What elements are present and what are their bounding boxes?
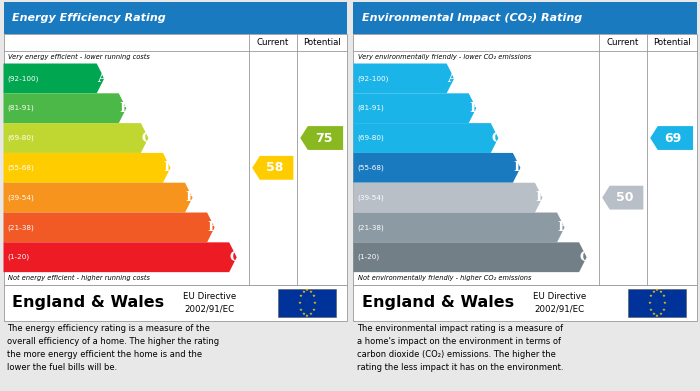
Polygon shape <box>252 156 293 180</box>
Polygon shape <box>354 153 520 183</box>
Text: (55-68): (55-68) <box>8 165 34 171</box>
Text: B: B <box>470 102 481 115</box>
Text: (69-80): (69-80) <box>8 135 34 141</box>
Text: A: A <box>447 72 458 85</box>
Text: Potential: Potential <box>653 38 690 47</box>
Text: ★: ★ <box>651 312 655 316</box>
Text: The energy efficiency rating is a measure of the
overall efficiency of a home. T: The energy efficiency rating is a measur… <box>7 325 219 372</box>
Text: C: C <box>491 131 502 145</box>
Bar <box>4 285 346 321</box>
Text: C: C <box>141 131 152 145</box>
Polygon shape <box>4 153 171 183</box>
Text: ★: ★ <box>663 301 666 305</box>
Text: ★: ★ <box>305 314 309 318</box>
Bar <box>4 34 346 285</box>
Text: E: E <box>536 191 545 204</box>
Text: ★: ★ <box>662 307 666 312</box>
Text: ★: ★ <box>651 289 655 294</box>
Text: ★: ★ <box>313 301 316 305</box>
Text: (81-91): (81-91) <box>358 105 384 111</box>
Polygon shape <box>354 213 565 242</box>
Text: EU Directive
2002/91/EC: EU Directive 2002/91/EC <box>533 292 586 314</box>
Polygon shape <box>354 183 542 213</box>
Polygon shape <box>602 186 643 210</box>
Text: ★: ★ <box>309 312 313 316</box>
Text: (55-68): (55-68) <box>358 165 384 171</box>
Text: Current: Current <box>607 38 639 47</box>
Text: ★: ★ <box>298 301 302 305</box>
Text: (21-38): (21-38) <box>358 224 384 231</box>
Text: ★: ★ <box>655 288 659 292</box>
Text: ★: ★ <box>305 288 309 292</box>
Text: ★: ★ <box>302 312 305 316</box>
Text: England & Wales: England & Wales <box>362 296 514 310</box>
Polygon shape <box>4 183 192 213</box>
Bar <box>278 289 336 317</box>
Text: EU Directive
2002/91/EC: EU Directive 2002/91/EC <box>183 292 236 314</box>
Text: ★: ★ <box>309 289 313 294</box>
Text: Energy Efficiency Rating: Energy Efficiency Rating <box>12 13 166 23</box>
Polygon shape <box>354 123 498 153</box>
Text: Potential: Potential <box>303 38 341 47</box>
Bar <box>354 2 696 34</box>
Text: Current: Current <box>257 38 289 47</box>
Text: ★: ★ <box>662 294 666 298</box>
Polygon shape <box>300 126 343 150</box>
Text: 58: 58 <box>266 161 284 174</box>
Polygon shape <box>4 242 237 272</box>
Text: G: G <box>230 251 241 264</box>
Text: ★: ★ <box>648 301 652 305</box>
Text: ★: ★ <box>659 312 663 316</box>
Text: 69: 69 <box>665 131 682 145</box>
Text: Environmental Impact (CO₂) Rating: Environmental Impact (CO₂) Rating <box>362 13 582 23</box>
Text: 50: 50 <box>616 191 634 204</box>
Text: E: E <box>186 191 196 204</box>
Polygon shape <box>4 63 104 93</box>
Text: ★: ★ <box>659 289 663 294</box>
Text: (69-80): (69-80) <box>358 135 384 141</box>
Text: England & Wales: England & Wales <box>12 296 164 310</box>
Text: ★: ★ <box>649 307 652 312</box>
Text: Not environmentally friendly - higher CO₂ emissions: Not environmentally friendly - higher CO… <box>358 275 531 282</box>
Bar <box>354 34 696 285</box>
Text: ★: ★ <box>655 314 659 318</box>
Text: G: G <box>580 251 591 264</box>
Text: (1-20): (1-20) <box>8 254 29 260</box>
Text: D: D <box>514 161 525 174</box>
Text: (81-91): (81-91) <box>8 105 34 111</box>
Polygon shape <box>4 123 148 153</box>
Text: (92-100): (92-100) <box>8 75 39 82</box>
Bar <box>4 2 346 34</box>
Text: The environmental impact rating is a measure of
a home's impact on the environme: The environmental impact rating is a mea… <box>357 325 564 372</box>
Text: (92-100): (92-100) <box>358 75 389 82</box>
Text: ★: ★ <box>302 289 305 294</box>
Text: Very environmentally friendly - lower CO₂ emissions: Very environmentally friendly - lower CO… <box>358 54 531 60</box>
Polygon shape <box>354 242 587 272</box>
Text: ★: ★ <box>299 307 302 312</box>
Text: (1-20): (1-20) <box>358 254 379 260</box>
Text: (39-54): (39-54) <box>8 194 34 201</box>
Polygon shape <box>354 93 476 123</box>
Text: F: F <box>208 221 217 234</box>
Polygon shape <box>4 213 215 242</box>
Text: ★: ★ <box>299 294 302 298</box>
Polygon shape <box>650 126 693 150</box>
Text: ★: ★ <box>312 294 316 298</box>
Bar <box>354 285 696 321</box>
Text: 75: 75 <box>315 131 332 145</box>
Text: (21-38): (21-38) <box>8 224 34 231</box>
Bar <box>628 289 686 317</box>
Text: B: B <box>120 102 131 115</box>
Text: (39-54): (39-54) <box>358 194 384 201</box>
Text: D: D <box>164 161 175 174</box>
Text: F: F <box>558 221 567 234</box>
Polygon shape <box>354 63 454 93</box>
Polygon shape <box>4 93 126 123</box>
Text: Not energy efficient - higher running costs: Not energy efficient - higher running co… <box>8 275 150 282</box>
Text: ★: ★ <box>649 294 652 298</box>
Text: ★: ★ <box>312 307 316 312</box>
Text: A: A <box>97 72 108 85</box>
Text: Very energy efficient - lower running costs: Very energy efficient - lower running co… <box>8 54 150 60</box>
